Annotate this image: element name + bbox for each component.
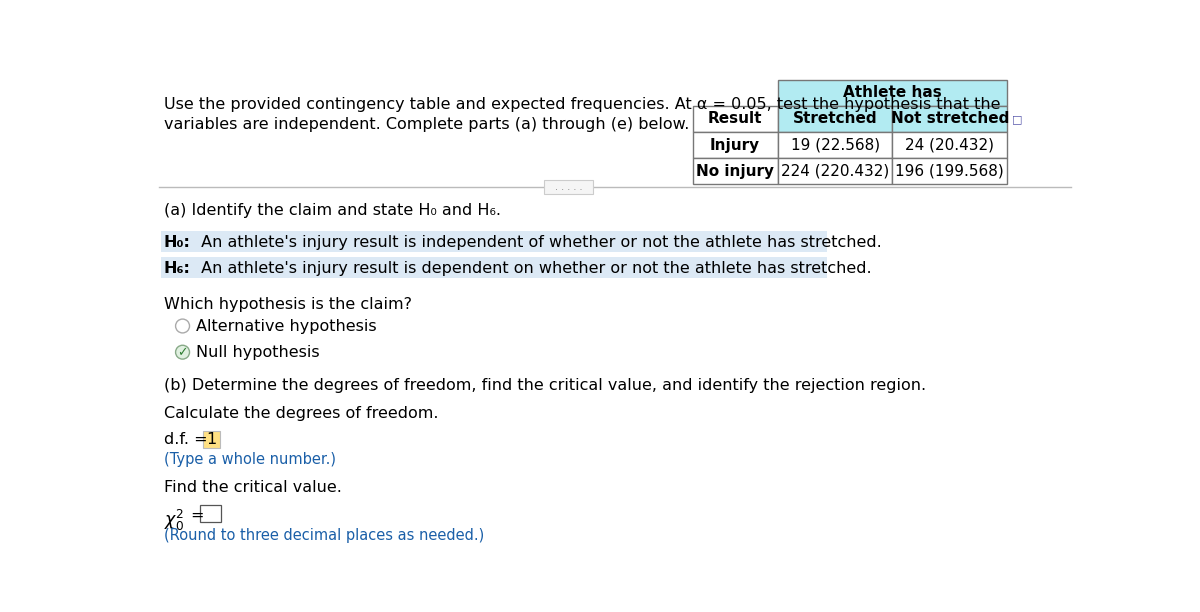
Text: 196 (199.568): 196 (199.568) — [895, 164, 1004, 179]
Text: No injury: No injury — [696, 164, 774, 179]
Text: Use the provided contingency table and expected frequencies. At α = 0.05, test t: Use the provided contingency table and e… — [164, 97, 1001, 111]
Text: d.f. =: d.f. = — [164, 432, 212, 447]
Bar — [778, 132, 893, 158]
Text: Injury: Injury — [710, 138, 760, 152]
Text: Athlete has: Athlete has — [844, 85, 942, 100]
Bar — [778, 106, 893, 132]
Text: Alternative hypothesis: Alternative hypothesis — [197, 318, 377, 334]
Text: Result: Result — [708, 111, 762, 126]
Text: . . . . .: . . . . . — [554, 182, 582, 192]
Text: Not stretched: Not stretched — [890, 111, 1009, 126]
Text: (a) Identify the claim and state H₀ and H₆.: (a) Identify the claim and state H₀ and … — [164, 203, 500, 218]
Text: 24 (20.432): 24 (20.432) — [905, 138, 995, 152]
Text: Find the critical value.: Find the critical value. — [164, 480, 342, 495]
Bar — [778, 158, 893, 184]
Text: =: = — [191, 508, 204, 523]
Text: An athlete's injury result is dependent on whether or not the athlete has stretc: An athlete's injury result is dependent … — [197, 261, 872, 277]
Text: □: □ — [1012, 114, 1022, 124]
Text: $\chi^2_0$: $\chi^2_0$ — [164, 508, 185, 533]
Text: An athlete's injury result is independent of whether or not the athlete has stre: An athlete's injury result is independen… — [197, 235, 882, 250]
Bar — [893, 158, 1007, 184]
Bar — [692, 158, 778, 184]
Circle shape — [175, 345, 190, 359]
Bar — [200, 506, 221, 523]
Bar — [161, 256, 827, 278]
Text: ✓: ✓ — [178, 346, 188, 359]
Text: 224 (220.432): 224 (220.432) — [781, 164, 889, 179]
Bar — [893, 106, 1007, 132]
Text: 1: 1 — [206, 431, 216, 447]
Bar — [545, 181, 593, 195]
Bar — [692, 132, 778, 158]
Text: Stretched: Stretched — [793, 111, 877, 126]
Circle shape — [175, 319, 190, 333]
Text: H₀:: H₀: — [164, 235, 191, 250]
Text: variables are independent. Complete parts (a) through (e) below.: variables are independent. Complete part… — [164, 116, 689, 132]
Text: Calculate the degrees of freedom.: Calculate the degrees of freedom. — [164, 406, 438, 421]
Text: (b) Determine the degrees of freedom, find the critical value, and identify the : (b) Determine the degrees of freedom, fi… — [164, 378, 926, 394]
Text: 19 (22.568): 19 (22.568) — [791, 138, 880, 152]
Bar — [203, 431, 220, 447]
Text: (Round to three decimal places as needed.): (Round to three decimal places as needed… — [164, 528, 485, 543]
Bar — [893, 132, 1007, 158]
Bar — [778, 80, 1007, 106]
Bar — [692, 106, 778, 132]
Text: H₆:: H₆: — [164, 261, 191, 277]
Bar — [161, 231, 827, 252]
Text: (Type a whole number.): (Type a whole number.) — [164, 452, 336, 468]
Text: Null hypothesis: Null hypothesis — [197, 345, 320, 360]
Text: Which hypothesis is the claim?: Which hypothesis is the claim? — [164, 297, 412, 312]
